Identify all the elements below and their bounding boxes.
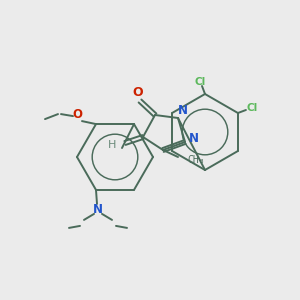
Text: CH₃: CH₃ xyxy=(187,155,205,165)
Text: O: O xyxy=(133,85,143,98)
Text: O: O xyxy=(72,108,82,121)
Text: N: N xyxy=(189,133,199,146)
Text: N: N xyxy=(93,203,103,216)
Text: H: H xyxy=(108,140,116,150)
Text: Cl: Cl xyxy=(246,103,257,113)
Text: Cl: Cl xyxy=(194,77,206,87)
Text: N: N xyxy=(178,104,188,118)
